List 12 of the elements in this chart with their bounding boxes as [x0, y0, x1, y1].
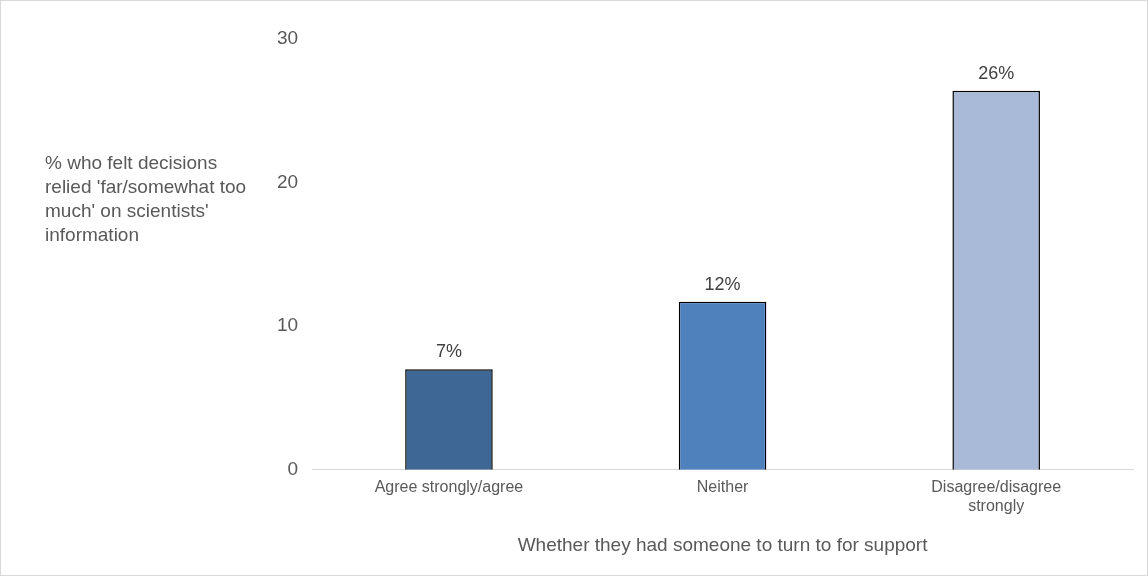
data-label: 26% [978, 62, 1015, 83]
x-tick-label: Disagree/disagree strongly [931, 477, 1062, 515]
y-tick-label: 0 [287, 458, 299, 480]
x-axis-title: Whether they had someone to turn to for support [517, 533, 929, 555]
data-label: 12% [704, 273, 741, 294]
y-tick-label: 20 [276, 170, 299, 192]
y-tick-label: 10 [276, 314, 299, 336]
x-tick-label: Neither [696, 477, 750, 495]
y-axis-title: % who felt decisions relied 'far/somewhat too much' on scientists' information [45, 151, 248, 247]
y-tick-label: 30 [276, 27, 299, 49]
x-tick-label: Agree strongly/agree [374, 477, 524, 495]
data-label: 7% [435, 341, 462, 362]
